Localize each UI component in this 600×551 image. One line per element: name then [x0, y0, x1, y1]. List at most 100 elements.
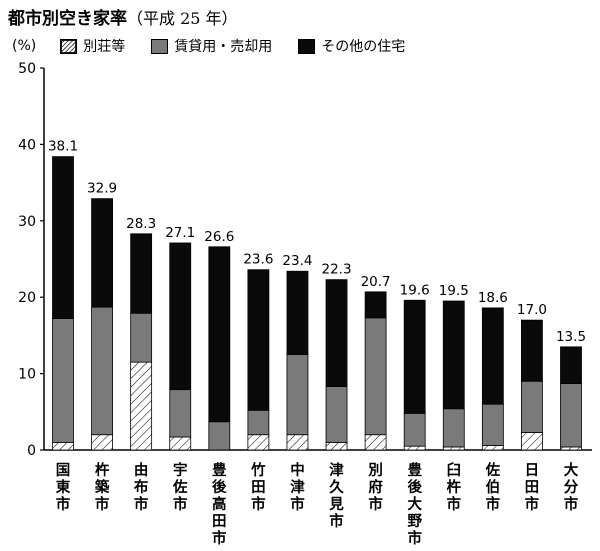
x-category-char: 市: [525, 495, 540, 513]
x-category-char: 布: [134, 478, 149, 496]
x-category-char: 分: [564, 479, 579, 496]
bar-segment-villa: [481, 445, 504, 451]
legend: (%) 別荘等 賃貸用・売却用 その他の住宅: [12, 36, 431, 56]
x-category-char: 津: [290, 478, 305, 496]
bar-total-label: 23.6: [243, 252, 273, 268]
x-category-char: 中: [290, 461, 305, 479]
legend-label-rent-sale: 賃貸用・売却用: [174, 39, 273, 55]
legend-label-villa: 別荘等: [83, 39, 126, 55]
bar-segment-rent-sale: [169, 389, 192, 438]
x-category-char: 見: [328, 496, 344, 513]
bar-segment-villa: [130, 361, 153, 451]
x-category-char: 東: [56, 478, 71, 496]
bar-total-label: 19.5: [439, 283, 469, 299]
x-category-char: 市: [290, 495, 305, 513]
bar-total-label: 32.9: [87, 181, 117, 197]
legend-swatch-gray: [151, 38, 169, 54]
bar-total-label: 18.6: [478, 290, 508, 306]
bar-segment-rent-sale: [481, 403, 504, 446]
x-category-char: 国: [56, 462, 71, 479]
x-category-char: 伯: [486, 478, 501, 496]
bar-segment-villa: [521, 432, 543, 451]
bar-segment-rent-sale: [521, 380, 543, 433]
y-tick-label: 30: [18, 214, 36, 230]
bar-segment-villa: [169, 436, 192, 451]
x-category-char: 後: [212, 478, 227, 496]
bar-segment-rent-sale: [91, 306, 113, 436]
bar-segment-other: [52, 156, 74, 319]
bar-segment-other: [364, 291, 387, 319]
bar-segment-rent-sale: [560, 383, 582, 448]
x-category-char: 田: [212, 513, 227, 530]
bar-total-label: 28.3: [126, 216, 156, 232]
x-category-char: 別: [367, 462, 383, 479]
x-category-char: 野: [407, 513, 422, 530]
bar-total-label: 23.4: [282, 253, 312, 269]
bar-total-label: 22.3: [322, 262, 352, 278]
x-category-char: 佐: [172, 478, 188, 496]
bar-segment-rent-sale: [403, 412, 426, 447]
y-tick-label: 10: [18, 367, 36, 383]
chart-title-sub: （平成 25 年）: [127, 9, 238, 28]
bar-segment-other: [403, 299, 426, 414]
bar-segment-other: [521, 319, 543, 382]
bar-segment-villa: [52, 441, 74, 451]
x-category-char: 久: [329, 478, 344, 496]
x-category-char: 市: [173, 495, 188, 513]
bar-segment-rent-sale: [364, 317, 387, 436]
x-category-char: 杵: [95, 461, 110, 479]
legend-swatch-black: [298, 38, 316, 54]
bar-segment-rent-sale: [52, 318, 74, 443]
bar-segment-villa: [91, 434, 113, 451]
bar-segment-other: [91, 198, 113, 308]
bar-segment-other: [481, 307, 504, 405]
bar-segment-other: [169, 242, 192, 391]
x-category-char: 臼: [447, 461, 462, 479]
x-category-char: 市: [134, 495, 149, 513]
x-category-char: 田: [525, 479, 540, 496]
legend-label-other: その他の住宅: [321, 39, 406, 55]
y-tick-label: 0: [27, 443, 36, 459]
legend-item-rent-sale: 賃貸用・売却用: [151, 36, 272, 56]
bar-segment-rent-sale: [286, 354, 309, 436]
x-category-char: 豊: [407, 461, 422, 479]
bar-segment-villa: [247, 434, 270, 451]
bar-total-label: 20.7: [361, 274, 391, 290]
x-category-char: 津: [329, 461, 344, 479]
bar-segment-villa: [442, 446, 465, 451]
bar-segment-villa: [286, 434, 309, 451]
y-tick-label: 40: [18, 137, 36, 153]
bar-segment-rent-sale: [325, 386, 348, 443]
x-category-char: 大: [407, 495, 422, 513]
bar-segment-villa: [403, 445, 426, 451]
bar-total-label: 13.5: [556, 329, 586, 345]
x-category-char: 豊: [212, 461, 227, 479]
bar-segment-villa: [364, 434, 387, 451]
x-category-char: 大: [564, 461, 579, 479]
bar-segment-villa: [325, 441, 348, 451]
x-category-char: 由: [134, 461, 149, 479]
bar-total-label: 17.0: [517, 302, 547, 318]
x-category-char: 市: [564, 495, 579, 513]
x-category-char: 佐: [485, 461, 501, 479]
bar-segment-rent-sale: [208, 421, 231, 451]
y-tick-label: 50: [18, 61, 36, 77]
x-category-char: 市: [95, 495, 110, 513]
legend-swatch-hatch: [60, 38, 78, 54]
legend-item-other: その他の住宅: [298, 36, 405, 56]
x-category-char: 宇: [173, 461, 188, 479]
x-category-char: 市: [447, 495, 462, 513]
x-category-char: 後: [407, 478, 422, 496]
bar-segment-other: [560, 346, 582, 384]
bar-total-label: 26.6: [204, 229, 234, 245]
bar-segment-villa: [560, 446, 582, 451]
chart-title-main: 都市別空き家率: [8, 9, 127, 29]
chart-title: 都市別空き家率（平成 25 年）: [8, 4, 238, 29]
x-category-char: 市: [407, 529, 422, 547]
x-category-char: 市: [329, 512, 344, 530]
y-tick-label: 20: [18, 290, 36, 306]
bar-segment-other: [130, 233, 153, 314]
x-category-char: 市: [368, 495, 383, 513]
bar-total-label: 38.1: [48, 139, 78, 155]
